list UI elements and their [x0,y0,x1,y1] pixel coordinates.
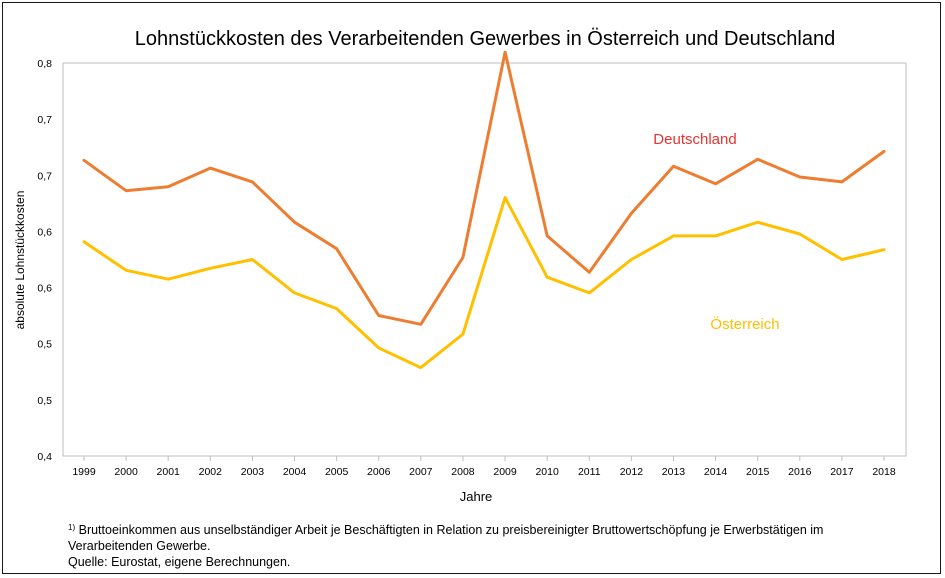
chart-title: Lohnstückkosten des Verarbeitenden Gewer… [135,28,835,50]
y-tick-label: 0,8 [37,58,52,70]
x-tick-label: 2017 [830,466,854,478]
y-tick-label: 0,7 [37,114,52,126]
x-tick-label: 2004 [283,466,307,478]
plot-area [62,62,907,457]
x-axis-ticks: 1999 2000 2001 2002 2003 2004 2005 2006 2007 2008… [72,456,896,478]
x-tick-label: 2003 [241,466,265,478]
series-lines [82,50,886,370]
x-tick-label: 2009 [493,466,517,478]
x-tick-label: 2001 [157,466,181,478]
footnote-line-2: Verarbeitenden Gewerbe. [68,539,211,553]
x-tick-label: 2011 [578,466,601,478]
y-tick-label: 0,4 [37,451,52,463]
x-tick-label: 2016 [788,466,812,478]
y-axis-ticks: 0,4 0,5 0,5 0,6 0,6 0,7 0,7 0,8 [37,58,52,463]
y-tick-label: 0,7 [37,170,52,182]
x-tick-label: 2010 [535,466,559,478]
y-tick-label: 0,6 [37,283,52,295]
x-tick-label: 2007 [409,466,433,478]
x-tick-label: 2008 [451,466,475,478]
series-line-deutschland [82,50,886,326]
series-label-deutschland: Deutschland [653,131,736,148]
footnote: 1) Bruttoeinkommen aus unselbständiger A… [68,522,928,570]
y-axis-label: absolute Lohnstückkosten [13,191,27,330]
y-tick-label: 0,5 [37,395,52,407]
y-tick-label: 0,5 [37,339,52,351]
x-tick-label: 2013 [662,466,686,478]
x-tick-label: 1999 [72,466,96,478]
footnote-marker: 1) [68,523,76,532]
y-tick-label: 0,6 [37,226,52,238]
line-chart: Lohnstückkosten des Verarbeitenden Gewer… [13,28,907,504]
x-axis-label: Jahre [460,489,493,504]
x-tick-label: 2005 [325,466,349,478]
x-tick-label: 2018 [872,466,896,478]
footnote-line-1: 1) Bruttoeinkommen aus unselbständiger A… [68,522,928,538]
x-tick-label: 2012 [620,466,644,478]
x-tick-label: 2014 [704,466,728,478]
x-tick-label: 2015 [746,466,770,478]
footnote-text-1: Bruttoeinkommen aus unselbständiger Arbe… [78,523,824,537]
x-tick-label: 2000 [114,466,138,478]
footnote-source: Quelle: Eurostat, eigene Berechnungen. [68,555,291,569]
x-tick-label: 2006 [367,466,391,478]
series-label-oesterreich: Österreich [710,315,779,333]
x-tick-label: 2002 [199,466,223,478]
series-line-oesterreich [82,196,886,370]
